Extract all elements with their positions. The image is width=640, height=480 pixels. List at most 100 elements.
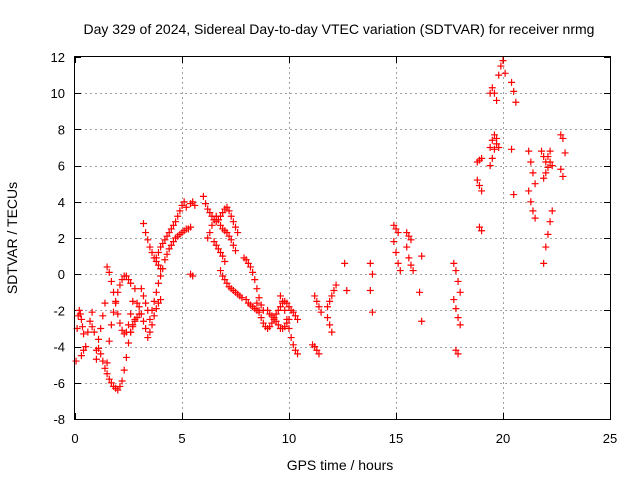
data-point — [152, 305, 160, 313]
data-series — [253, 297, 289, 332]
data-point — [234, 229, 242, 237]
data-point — [139, 317, 147, 325]
data-point — [272, 310, 280, 318]
data-point — [244, 259, 252, 267]
data-series — [103, 272, 135, 367]
data-point — [324, 314, 332, 322]
data-point — [407, 236, 415, 244]
data-point — [146, 243, 154, 251]
data-point — [525, 187, 533, 195]
data-point — [204, 234, 212, 242]
data-series — [72, 306, 88, 365]
x-tick-label: 15 — [389, 431, 403, 446]
data-series — [276, 292, 302, 358]
data-point — [546, 158, 554, 166]
data-point — [214, 216, 222, 224]
data-point — [72, 357, 80, 365]
data-point — [105, 375, 113, 383]
data-point — [456, 288, 464, 296]
data-point — [99, 357, 107, 365]
data-point — [510, 87, 518, 95]
data-point — [82, 343, 90, 351]
y-tick-label: -4 — [53, 340, 65, 355]
data-point — [107, 321, 115, 329]
data-point — [311, 292, 319, 300]
data-point — [202, 200, 210, 208]
data-series — [187, 198, 199, 209]
data-point — [225, 232, 233, 240]
data-point — [133, 314, 141, 322]
data-point — [257, 314, 265, 322]
data-point — [285, 325, 293, 332]
data-point — [546, 147, 554, 155]
data-point — [452, 267, 460, 275]
data-point — [488, 154, 496, 162]
data-point — [557, 165, 565, 173]
data-point — [154, 248, 162, 256]
plot-frame — [74, 56, 611, 420]
y-tick-label: -6 — [53, 376, 65, 391]
data-series — [137, 285, 152, 314]
data-series — [486, 84, 501, 104]
data-point — [343, 286, 351, 294]
data-point — [127, 310, 135, 318]
data-point — [478, 227, 486, 235]
data-point — [328, 292, 336, 300]
data-point — [131, 317, 139, 325]
data-point — [497, 62, 505, 70]
data-series — [418, 252, 426, 260]
data-point — [95, 335, 103, 343]
data-point — [103, 370, 111, 378]
data-point — [97, 350, 105, 358]
data-point — [86, 317, 94, 325]
data-point — [332, 281, 340, 289]
data-point — [315, 350, 323, 358]
data-point — [501, 69, 509, 77]
data-point — [125, 339, 132, 347]
data-series — [403, 229, 415, 244]
data-point — [478, 187, 486, 195]
data-point — [294, 315, 302, 323]
data-point — [139, 292, 147, 300]
data-point — [559, 172, 567, 180]
data-point — [493, 140, 501, 148]
data-point — [559, 134, 567, 142]
data-point — [135, 303, 143, 311]
data-point — [159, 239, 167, 247]
data-point — [167, 241, 175, 249]
data-point — [251, 276, 259, 284]
data-point — [249, 268, 257, 276]
data-point — [221, 276, 229, 284]
data-point — [274, 306, 282, 314]
data-points — [72, 57, 569, 394]
data-point — [392, 248, 400, 256]
data-point — [285, 303, 293, 311]
data-point — [294, 350, 302, 358]
data-point — [142, 229, 150, 237]
data-point — [540, 174, 548, 182]
data-point — [490, 145, 498, 153]
y-tick-label: 12 — [51, 50, 65, 65]
data-point — [127, 279, 135, 287]
data-point — [478, 154, 486, 162]
data-series — [88, 323, 100, 363]
data-point — [341, 259, 349, 267]
data-point — [418, 317, 426, 325]
data-point — [129, 297, 137, 305]
data-series — [486, 140, 503, 170]
y-tick-label: 8 — [58, 122, 65, 137]
data-point — [172, 218, 180, 226]
data-series — [540, 207, 556, 267]
data-point — [544, 163, 552, 171]
data-series — [366, 286, 376, 316]
data-point — [281, 323, 289, 331]
data-point — [92, 355, 100, 363]
data-point — [544, 153, 552, 161]
data-point — [270, 314, 278, 322]
data-point — [281, 306, 289, 314]
data-point — [229, 241, 237, 249]
data-point — [154, 279, 162, 287]
data-point — [326, 321, 334, 329]
data-point — [217, 248, 225, 256]
